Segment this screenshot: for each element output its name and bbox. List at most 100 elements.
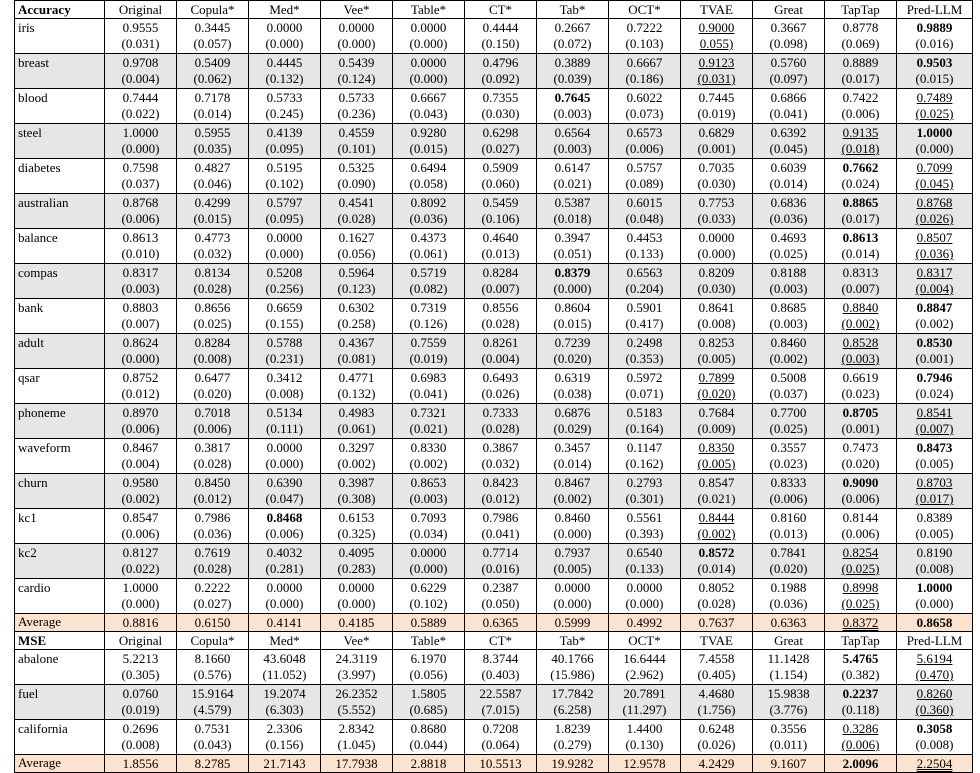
std-cell: (0.133) bbox=[608, 246, 681, 264]
std-cell: (0.029) bbox=[536, 421, 609, 439]
table-row: balance 0.8613 0.4773 0.0000 0.1627 0.4373 0.4… bbox=[14, 228, 973, 264]
mean-cell: 8.3744 bbox=[464, 649, 537, 667]
mean-cell: 0.5901 bbox=[608, 298, 681, 316]
std-cell: (0.006) bbox=[824, 526, 897, 544]
mean-cell: 0.7473 bbox=[824, 438, 897, 456]
std-cell: (0.006) bbox=[824, 737, 897, 755]
mean-cell: 0.5134 bbox=[248, 403, 321, 421]
table-row-std: (0.003) (0.028) (0.256) (0.123) (0.082) (0.00… bbox=[15, 281, 973, 299]
std-cell: (0.009) bbox=[680, 421, 753, 439]
mean-cell: 0.6659 bbox=[248, 298, 321, 316]
table-row: waveform 0.8467 0.3817 0.0000 0.3297 0.8330 0.… bbox=[14, 438, 973, 474]
average-cell: 0.6150 bbox=[176, 613, 249, 632]
std-cell: (0.005) bbox=[896, 456, 973, 474]
mean-cell: 0.8865 bbox=[824, 193, 897, 211]
std-cell: (5.552) bbox=[320, 702, 393, 720]
mean-cell: 0.8685 bbox=[752, 298, 825, 316]
table-row-std: (0.006) (0.006) (0.111) (0.061) (0.021) (0.02… bbox=[15, 421, 973, 439]
std-cell: (0.007) bbox=[896, 421, 973, 439]
std-cell: (0.006) bbox=[752, 491, 825, 509]
table-row-std: (0.002) (0.012) (0.047) (0.308) (0.003) (0.01… bbox=[15, 491, 973, 509]
std-cell: (0.000) bbox=[104, 141, 177, 159]
std-cell: (0.685) bbox=[392, 702, 465, 720]
std-cell: (2.962) bbox=[608, 667, 681, 685]
average-cell: 0.8372 bbox=[824, 613, 897, 632]
dataset-name: churn bbox=[14, 473, 105, 509]
std-cell: (0.081) bbox=[320, 351, 393, 369]
average-cell: 12.9578 bbox=[608, 754, 681, 773]
mean-cell: 0.2667 bbox=[536, 18, 609, 36]
mean-cell: 0.5797 bbox=[248, 193, 321, 211]
column-header: OCT* bbox=[608, 631, 681, 650]
std-cell: (0.102) bbox=[248, 176, 321, 194]
column-header: CT* bbox=[464, 631, 537, 650]
mean-cell: 0.7222 bbox=[608, 18, 681, 36]
mean-cell: 0.9090 bbox=[824, 473, 897, 491]
mean-cell: 0.0000 bbox=[320, 18, 393, 36]
std-cell: (0.064) bbox=[464, 737, 537, 755]
mean-cell: 0.6836 bbox=[752, 193, 825, 211]
average-cell: 2.0096 bbox=[824, 754, 897, 773]
mean-cell: 0.4640 bbox=[464, 228, 537, 246]
mean-cell: 0.8379 bbox=[536, 263, 609, 281]
std-cell: (0.014) bbox=[176, 106, 249, 124]
mean-cell: 0.8330 bbox=[392, 438, 465, 456]
mean-cell: 0.8284 bbox=[464, 263, 537, 281]
std-cell: (0.301) bbox=[608, 491, 681, 509]
std-cell: (0.044) bbox=[392, 737, 465, 755]
mean-cell: 0.4771 bbox=[320, 368, 393, 386]
std-cell: (0.103) bbox=[608, 36, 681, 54]
std-cell: (0.130) bbox=[608, 737, 681, 755]
std-cell: (0.016) bbox=[464, 561, 537, 579]
table-row: breast 0.9708 0.5409 0.4445 0.5439 0.0000 0.47… bbox=[14, 53, 973, 89]
std-cell: (1.756) bbox=[680, 702, 753, 720]
mean-cell: 0.4773 bbox=[176, 228, 249, 246]
std-cell: (0.012) bbox=[176, 491, 249, 509]
mean-cell: 4.4680 bbox=[680, 684, 753, 702]
std-cell: (0.008) bbox=[680, 316, 753, 334]
mean-cell: 0.7619 bbox=[176, 543, 249, 561]
mean-cell: 0.2222 bbox=[176, 578, 249, 596]
mean-cell: 0.6573 bbox=[608, 123, 681, 141]
mean-cell: 0.8209 bbox=[680, 263, 753, 281]
std-cell: (0.048) bbox=[608, 211, 681, 229]
table-row-std: (0.007) (0.025) (0.155) (0.258) (0.126) (0.02… bbox=[15, 316, 973, 334]
table-row-std: (0.006) (0.036) (0.006) (0.325) (0.034) (0.04… bbox=[15, 526, 973, 544]
mean-cell: 0.6229 bbox=[392, 578, 465, 596]
dataset-name: kc1 bbox=[14, 508, 105, 544]
std-cell: (0.006) bbox=[104, 421, 177, 439]
mean-cell: 0.5909 bbox=[464, 158, 537, 176]
mean-cell: 1.0000 bbox=[104, 578, 177, 596]
std-cell: (0.014) bbox=[680, 561, 753, 579]
mean-cell: 0.8847 bbox=[896, 298, 973, 316]
average-cell: 0.4992 bbox=[608, 613, 681, 632]
std-cell: (0.000) bbox=[104, 351, 177, 369]
std-cell: (0.015) bbox=[896, 71, 973, 89]
std-cell: (3.997) bbox=[320, 667, 393, 685]
std-cell: (0.000) bbox=[680, 246, 753, 264]
std-cell: (0.030) bbox=[464, 106, 537, 124]
dataset-name: iris bbox=[14, 18, 105, 54]
mean-cell: 0.8556 bbox=[464, 298, 537, 316]
average-row: Average 0.8816 0.6150 0.4141 0.4185 0.5889 0.6… bbox=[14, 613, 973, 632]
std-cell: (0.039) bbox=[536, 71, 609, 89]
mean-cell: 0.3889 bbox=[536, 53, 609, 71]
std-cell: (1.045) bbox=[320, 737, 393, 755]
std-cell: (0.026) bbox=[896, 211, 973, 229]
std-cell: (0.056) bbox=[320, 246, 393, 264]
mean-cell: 0.5325 bbox=[320, 158, 393, 176]
std-cell: (0.017) bbox=[824, 211, 897, 229]
mean-cell: 0.7753 bbox=[680, 193, 753, 211]
average-cell: 0.5999 bbox=[536, 613, 609, 632]
mean-cell: 0.6667 bbox=[392, 88, 465, 106]
column-header: OCT* bbox=[608, 0, 681, 19]
std-cell: (4.579) bbox=[176, 702, 249, 720]
std-cell: (0.043) bbox=[176, 737, 249, 755]
table-row: churn 0.9580 0.8450 0.6390 0.3987 0.8653 0.842… bbox=[14, 473, 973, 509]
std-cell: (0.037) bbox=[752, 386, 825, 404]
table-row: abalone 5.2213 8.1660 43.6048 24.3119 6.1970 8… bbox=[14, 649, 973, 685]
mean-cell: 0.0000 bbox=[392, 18, 465, 36]
std-cell: (0.022) bbox=[104, 106, 177, 124]
mean-cell: 0.9503 bbox=[896, 53, 973, 71]
mean-cell: 0.8188 bbox=[752, 263, 825, 281]
